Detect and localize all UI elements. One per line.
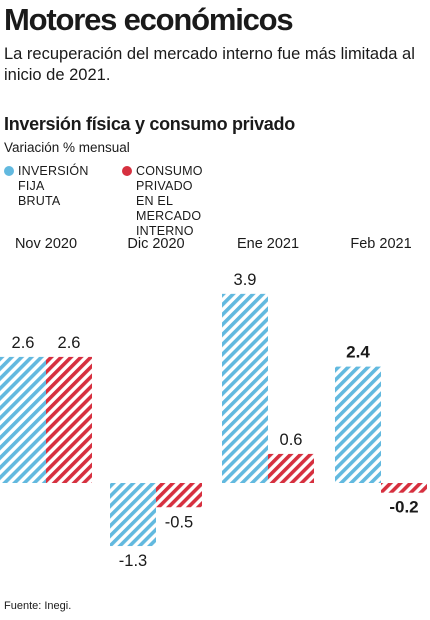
legend-dot-consumo bbox=[122, 166, 132, 176]
bar-consumo bbox=[268, 453, 314, 483]
bar-consumo bbox=[381, 483, 427, 493]
legend-label-consumo: CONSUMO PRIVADO EN EL MERCADO INTERNO bbox=[136, 164, 203, 238]
page-title: Motores económicos bbox=[4, 2, 294, 37]
data-label: -0.5 bbox=[165, 513, 193, 531]
data-label: 3.9 bbox=[234, 271, 257, 289]
chart-title: Inversión física y consumo privado bbox=[4, 114, 295, 134]
bar-consumo bbox=[46, 356, 92, 483]
legend-dot-inversion bbox=[4, 166, 14, 176]
bar-inversion bbox=[0, 356, 46, 483]
bar-inversion bbox=[222, 293, 268, 483]
source-note: Fuente: Inegi. bbox=[4, 600, 72, 612]
bar-inversion bbox=[110, 483, 156, 547]
data-label: 2.6 bbox=[58, 334, 81, 352]
data-label: 2.4 bbox=[346, 343, 370, 362]
bar-consumo bbox=[156, 483, 202, 508]
legend-label-inversion: INVERSIÓN FIJA BRUTA bbox=[18, 164, 89, 208]
bar-inversion bbox=[335, 366, 381, 483]
category-label: Ene 2021 bbox=[237, 236, 299, 252]
category-label: Feb 2021 bbox=[350, 236, 411, 252]
data-label: -1.3 bbox=[119, 552, 147, 570]
category-label: Nov 2020 bbox=[15, 236, 77, 252]
page-subtitle: La recuperación del mercado interno fue … bbox=[4, 45, 415, 84]
category-label: Dic 2020 bbox=[127, 236, 184, 252]
chart-subtitle: Variación % mensual bbox=[4, 140, 130, 155]
data-label: -0.2 bbox=[389, 498, 418, 517]
data-label: 2.6 bbox=[12, 334, 35, 352]
data-label: 0.6 bbox=[280, 431, 303, 449]
